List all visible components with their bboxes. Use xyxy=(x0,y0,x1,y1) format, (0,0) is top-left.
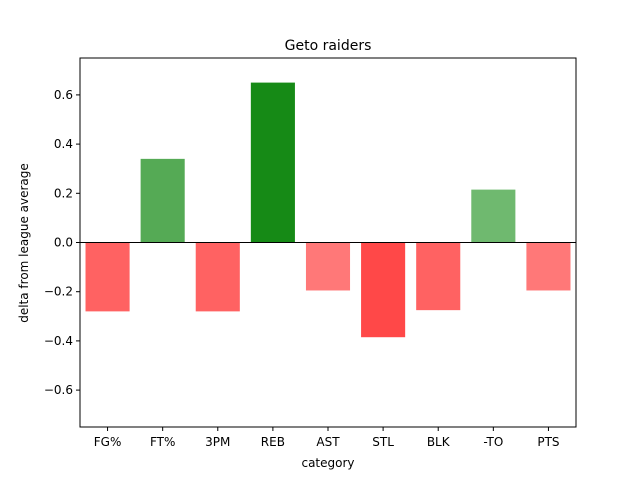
y-tick-label: 0.6 xyxy=(54,88,73,102)
x-tick-label: AST xyxy=(316,435,340,449)
y-tick-label: 0.2 xyxy=(54,186,73,200)
bar-REB xyxy=(250,82,295,243)
x-tick-label: PTS xyxy=(537,435,559,449)
y-tick-label: −0.2 xyxy=(44,285,73,299)
chart-title: Geto raiders xyxy=(285,38,372,54)
x-tick-label: BLK xyxy=(427,435,451,449)
bar-PTS xyxy=(526,242,571,291)
x-tick-label: REB xyxy=(261,435,285,449)
y-tick-label: −0.6 xyxy=(44,383,73,397)
bar-BLK xyxy=(416,242,461,311)
bar-AST xyxy=(305,242,351,291)
x-axis-label: category xyxy=(301,456,354,470)
y-axis-label: delta from league average xyxy=(17,163,31,323)
bar-FG% xyxy=(85,242,130,312)
bar-FT% xyxy=(140,158,185,243)
x-tick-label: -TO xyxy=(483,435,503,449)
y-tick-label: 0.0 xyxy=(54,236,73,250)
bar-STL xyxy=(361,242,406,338)
bar--TO xyxy=(471,189,516,243)
y-tick-label: 0.4 xyxy=(54,137,73,151)
x-tick-label: STL xyxy=(372,435,394,449)
bar-3PM xyxy=(195,242,240,312)
x-tick-label: FT% xyxy=(150,435,175,449)
bars-group xyxy=(85,82,571,338)
y-tick-label: −0.4 xyxy=(44,334,73,348)
x-tick-label: 3PM xyxy=(205,435,230,449)
x-axis: FG% FT% 3PM REB AST STL BLK -TO PTS xyxy=(94,427,560,449)
x-tick-label: FG% xyxy=(94,435,122,449)
y-axis: −0.6 −0.4 −0.2 0.0 0.2 0.4 0.6 xyxy=(44,88,80,397)
